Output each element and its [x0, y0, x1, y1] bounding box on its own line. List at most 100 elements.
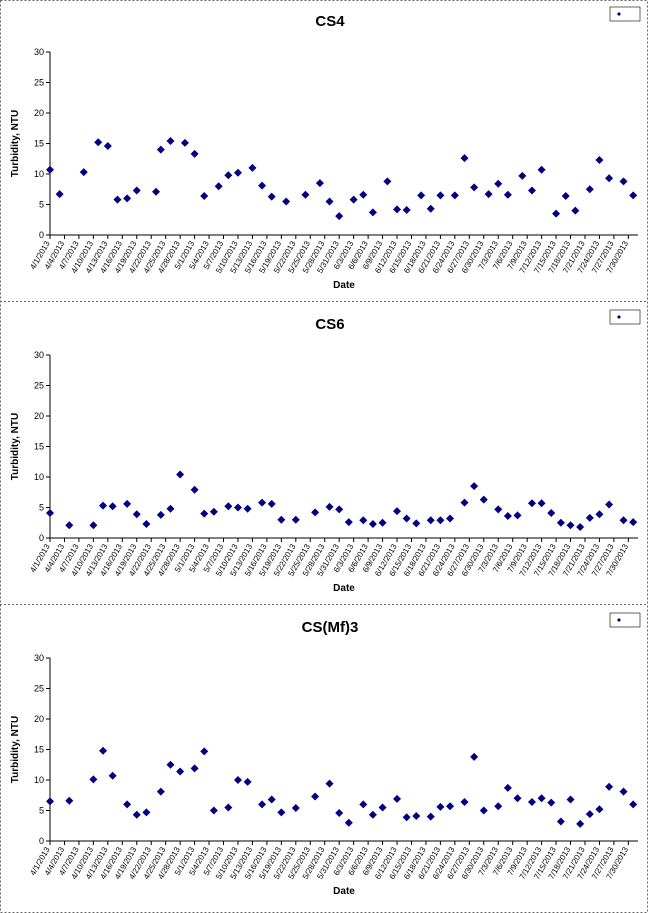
- point: [576, 819, 585, 828]
- point: [224, 803, 233, 812]
- y-axis-label: Turbidity, NTU: [10, 110, 21, 177]
- chart-title: CS(Mf)3: [302, 619, 359, 636]
- point: [595, 510, 604, 519]
- point: [103, 141, 112, 150]
- point: [152, 187, 161, 196]
- point: [566, 521, 575, 530]
- point: [393, 507, 402, 516]
- point: [556, 518, 565, 527]
- point: [378, 518, 387, 527]
- x-axis-label: Date: [333, 583, 355, 594]
- point: [417, 191, 426, 200]
- legend-marker: [617, 12, 621, 16]
- point: [291, 515, 300, 524]
- point: [595, 155, 604, 164]
- point: [412, 519, 421, 528]
- point: [108, 502, 117, 511]
- point: [359, 800, 368, 809]
- y-tick-label: 20: [34, 411, 44, 421]
- point: [65, 796, 74, 805]
- point: [402, 205, 411, 214]
- point: [576, 523, 585, 532]
- point: [233, 168, 242, 177]
- point: [258, 181, 267, 190]
- point: [132, 510, 141, 519]
- legend-marker: [617, 618, 621, 622]
- point: [291, 804, 300, 813]
- chart-title: CS4: [315, 13, 345, 30]
- point: [393, 794, 402, 803]
- point: [282, 197, 291, 206]
- y-tick-label: 0: [39, 533, 44, 543]
- point: [209, 507, 218, 516]
- point: [277, 515, 286, 524]
- point: [315, 179, 324, 188]
- point: [552, 209, 561, 218]
- point: [378, 803, 387, 812]
- point: [94, 138, 103, 147]
- x-axis-label: Date: [333, 280, 355, 291]
- point: [470, 183, 479, 192]
- point: [619, 177, 628, 186]
- point: [258, 800, 267, 809]
- point: [566, 795, 575, 804]
- point: [446, 802, 455, 811]
- point: [46, 165, 54, 174]
- point: [402, 813, 411, 822]
- point: [258, 498, 267, 507]
- y-tick-label: 30: [34, 47, 44, 57]
- point: [344, 518, 353, 527]
- point: [325, 502, 334, 511]
- point: [209, 806, 218, 815]
- point: [248, 163, 257, 172]
- point: [46, 508, 54, 517]
- point: [113, 195, 122, 204]
- y-tick-label: 5: [39, 503, 44, 513]
- point: [349, 195, 358, 204]
- point: [190, 149, 199, 158]
- point: [243, 504, 252, 513]
- point: [180, 138, 189, 147]
- point: [537, 165, 546, 174]
- point: [200, 509, 209, 518]
- y-tick-label: 15: [34, 745, 44, 755]
- point: [605, 174, 614, 183]
- legend-box: [609, 309, 641, 325]
- point: [311, 792, 320, 801]
- y-tick-label: 15: [34, 139, 44, 149]
- point: [335, 505, 344, 514]
- point: [368, 519, 377, 528]
- point: [224, 502, 233, 511]
- point: [494, 802, 503, 811]
- point: [190, 485, 199, 494]
- point: [166, 137, 175, 146]
- point: [503, 512, 512, 521]
- point: [200, 747, 209, 756]
- point: [267, 192, 276, 201]
- point: [503, 783, 512, 792]
- point: [311, 508, 320, 517]
- point: [571, 206, 580, 215]
- point: [132, 186, 141, 195]
- y-tick-label: 25: [34, 684, 44, 694]
- legend-box: [609, 612, 641, 628]
- point: [426, 516, 435, 525]
- point: [142, 808, 151, 817]
- point: [537, 499, 546, 508]
- point: [412, 811, 421, 820]
- point: [123, 800, 132, 809]
- point: [301, 190, 310, 199]
- point: [267, 795, 276, 804]
- point: [89, 521, 98, 530]
- point: [359, 190, 368, 199]
- point: [605, 782, 614, 791]
- point: [479, 806, 488, 815]
- point: [426, 812, 435, 821]
- point: [200, 191, 209, 200]
- point: [393, 205, 402, 214]
- point: [537, 794, 546, 803]
- point: [123, 194, 132, 203]
- point: [494, 505, 503, 514]
- point: [402, 514, 411, 523]
